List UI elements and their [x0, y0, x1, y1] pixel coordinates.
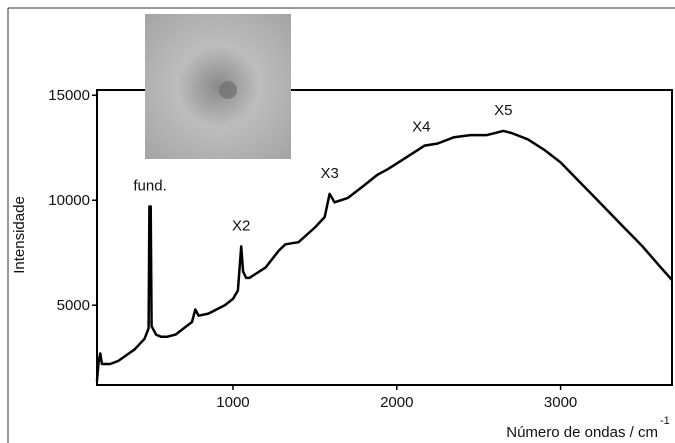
y-tick-label: 5000 [57, 297, 90, 314]
peak-label: X3 [320, 165, 338, 182]
x-tick-label: 3000 [544, 394, 577, 411]
y-tick-label: 10000 [48, 192, 90, 209]
x-tick-label: 2000 [380, 394, 413, 411]
peak-label: X2 [232, 217, 250, 234]
x-axis-label: Número de ondas / cm [506, 424, 658, 441]
peak-label: X4 [412, 119, 430, 136]
peak-label: fund. [133, 178, 166, 195]
x-axis-label-superscript: -1 [660, 415, 670, 427]
x-tick-label: 1000 [216, 394, 249, 411]
inset-photo [145, 14, 291, 159]
y-tick-label: 15000 [48, 87, 90, 104]
inset-photo-detail [219, 81, 237, 99]
peak-label: X5 [494, 102, 512, 119]
plot-area [96, 89, 673, 386]
y-axis-label: Intensidade [11, 196, 28, 274]
spectrum-line [95, 129, 673, 381]
